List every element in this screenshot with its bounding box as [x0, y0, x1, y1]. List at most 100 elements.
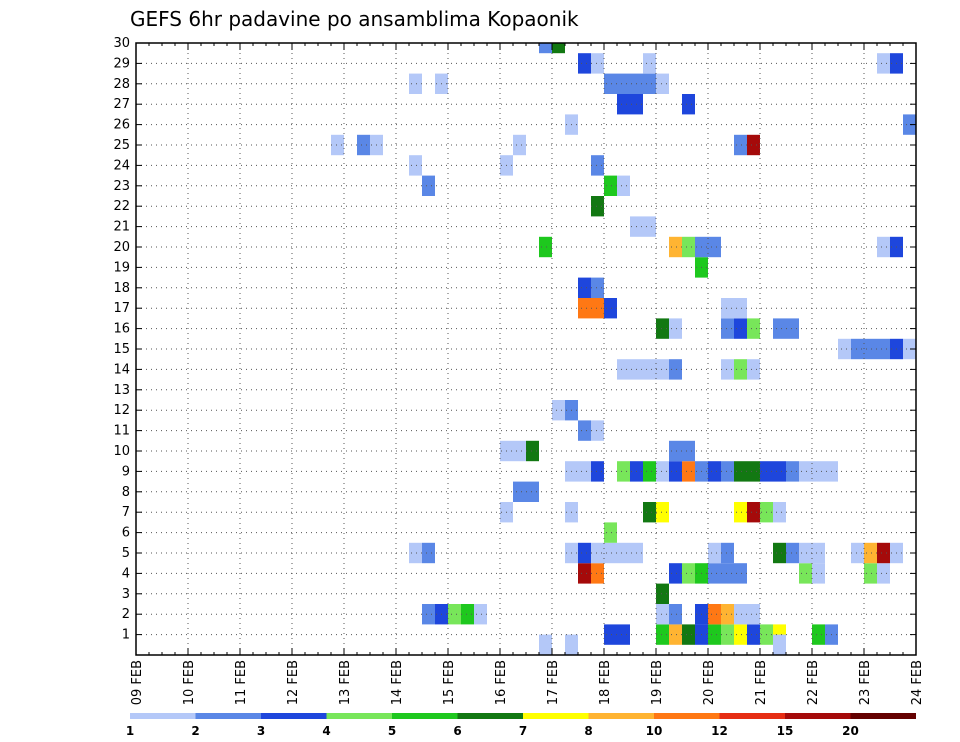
heatmap-cell [877, 338, 890, 360]
heatmap-cell [578, 461, 591, 482]
legend-color-swatch [654, 713, 720, 719]
y-tick-label: 2 [122, 607, 130, 622]
heatmap-cell [773, 318, 786, 339]
heatmap-cell [552, 400, 565, 421]
heatmap-cell [877, 563, 890, 584]
heatmap-cell [734, 502, 747, 523]
legend-color-swatch [130, 713, 196, 719]
x-tick-label: 14 FEB [390, 660, 405, 705]
y-tick-label: 9 [122, 464, 130, 479]
heatmap-cell [734, 318, 747, 339]
x-tick-label: 20 FEB [702, 660, 717, 705]
heatmap-cell [643, 53, 656, 74]
heatmap-cell [604, 522, 617, 543]
y-tick-label: 7 [122, 505, 130, 520]
heatmap-cell [669, 604, 682, 625]
legend-label: 15 [777, 724, 794, 738]
heatmap-cell [591, 542, 604, 564]
x-axis: 09 FEB 10 FEB 11 FEB 12 FEB 13 FEB 14 FEB 15 F… [130, 43, 925, 705]
heatmap-cell [643, 216, 656, 237]
heatmap-cell [591, 196, 604, 217]
heatmap-cell [578, 298, 591, 319]
y-tick-label: 12 [113, 403, 130, 418]
x-tick-label: 19 FEB [650, 660, 665, 705]
legend-label: 6 [453, 724, 461, 738]
heatmap-cell [708, 542, 721, 564]
heatmap-cell [877, 236, 890, 258]
x-tick-label: 16 FEB [494, 660, 509, 705]
legend-color-swatch [719, 713, 785, 719]
heatmap-cell [539, 43, 552, 54]
heatmap-cell [682, 563, 695, 584]
heatmap-cell [617, 94, 630, 115]
legend-label: 7 [519, 724, 527, 738]
heatmap-cell [643, 502, 656, 523]
heatmap-cell [682, 624, 695, 645]
y-tick-label: 18 [113, 281, 130, 296]
y-tick-label: 23 [113, 179, 130, 194]
x-tick-label: 18 FEB [598, 660, 613, 705]
heatmap-cell [682, 94, 695, 115]
heatmap-cell [773, 634, 786, 655]
heatmap-cell [669, 236, 682, 258]
y-tick-label: 24 [113, 158, 130, 173]
heatmap-cell [812, 624, 825, 645]
heatmap-cell [617, 359, 630, 380]
y-tick-label: 16 [113, 322, 130, 337]
heatmap-cell [539, 634, 552, 655]
y-tick-label: 25 [113, 138, 130, 153]
heatmap-cell [591, 563, 604, 584]
legend-color-swatch [850, 713, 916, 719]
x-tick-label: 24 FEB [910, 660, 925, 705]
heatmap-cell [773, 502, 786, 523]
heatmap-cell [448, 604, 461, 625]
heatmap-cell [747, 134, 760, 156]
y-tick-label: 1 [122, 628, 130, 643]
x-tick-label: 15 FEB [442, 660, 457, 705]
heatmap-cell [617, 542, 630, 564]
legend-color-swatch [261, 713, 327, 719]
y-tick-label: 27 [113, 97, 130, 112]
heatmap-cell [409, 73, 422, 94]
legend-color-swatch [326, 713, 392, 719]
heatmap-cell [617, 175, 630, 196]
heatmap-cell [409, 542, 422, 564]
heatmap-cell [812, 461, 825, 482]
heatmap-cell [747, 359, 760, 380]
heatmap-cell [656, 604, 669, 625]
heatmap-cell [526, 481, 539, 502]
heatmap-cell [682, 236, 695, 258]
heatmap-cell [864, 338, 877, 360]
heatmap-cell [721, 318, 734, 339]
heatmap-cell [864, 542, 877, 564]
heatmap-cell [578, 277, 591, 298]
y-tick-label: 21 [113, 220, 130, 235]
x-tick-label: 11 FEB [234, 660, 249, 705]
heatmap-cell [656, 583, 669, 604]
heatmap-cell [656, 461, 669, 482]
legend-label: 2 [191, 724, 199, 738]
y-tick-label: 3 [122, 587, 130, 602]
heatmap-cell [747, 502, 760, 523]
legend-color-swatch [457, 713, 523, 719]
x-tick-label: 10 FEB [182, 660, 197, 705]
grid-lines [136, 42, 916, 655]
heatmap-cell [617, 461, 630, 482]
legend-label: 10 [646, 724, 663, 738]
heatmap-cell [838, 338, 851, 360]
heatmap-cell [747, 604, 760, 625]
heatmap-cell [708, 236, 721, 258]
heatmap-cell [734, 298, 747, 319]
y-tick-label: 14 [113, 362, 130, 377]
heatmap-cell [747, 318, 760, 339]
heatmap-cell [604, 175, 617, 196]
heatmap-cell [604, 73, 617, 94]
heatmap-cell [591, 461, 604, 482]
heatmap-cell [708, 624, 721, 645]
heatmap-cell [669, 359, 682, 380]
y-tick-label: 22 [113, 199, 130, 214]
legend-label: 3 [257, 724, 265, 738]
heatmap-cell [721, 359, 734, 380]
x-tick-label: 13 FEB [338, 660, 353, 705]
